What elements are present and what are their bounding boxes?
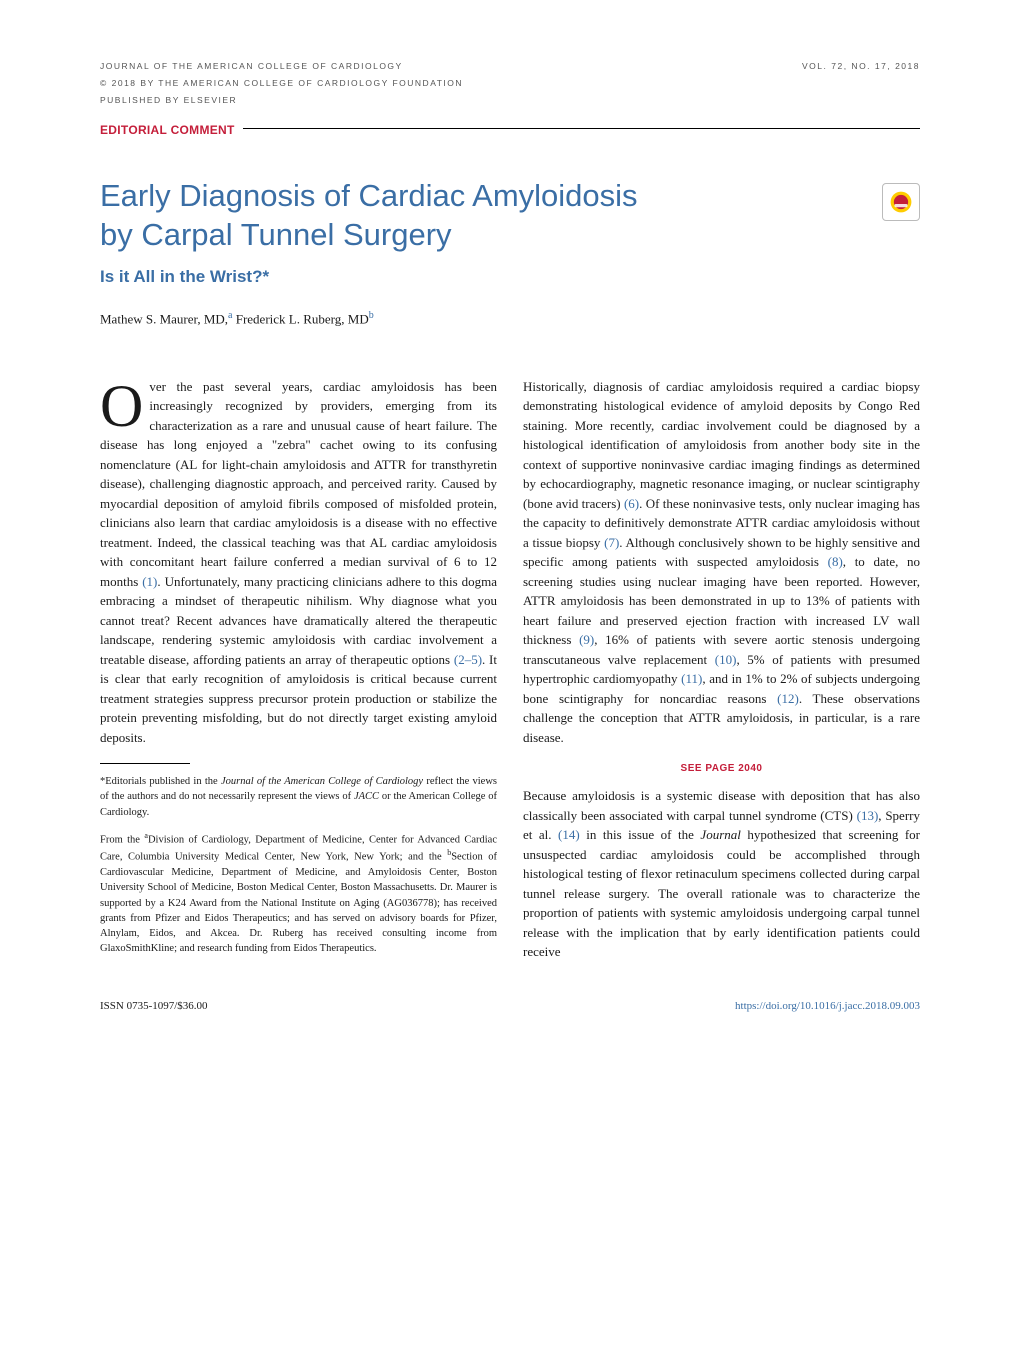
journal-name: JOURNAL OF THE AMERICAN COLLEGE OF CARDI…	[100, 60, 403, 73]
body-para-1: Over the past several years, cardiac amy…	[100, 377, 497, 748]
author-list: Mathew S. Maurer, MD,a Frederick L. Rube…	[100, 308, 638, 329]
crossmark-icon[interactable]	[882, 183, 920, 221]
footnote-editorial: *Editorials published in the Journal of …	[100, 774, 497, 820]
article-title: Early Diagnosis of Cardiac Amyloidosis b…	[100, 177, 638, 255]
section-label: EDITORIAL COMMENT	[100, 121, 243, 139]
body-para-2: Historically, diagnosis of cardiac amylo…	[523, 377, 920, 748]
title-line-1: Early Diagnosis of Cardiac Amyloidosis	[100, 178, 638, 213]
page-footer: ISSN 0735-1097/$36.00 https://doi.org/10…	[100, 998, 920, 1015]
title-line-2: by Carpal Tunnel Surgery	[100, 217, 452, 252]
see-page-callout: SEE PAGE 2040	[523, 761, 920, 776]
article-subtitle: Is it All in the Wrist?*	[100, 264, 638, 290]
publisher-line: PUBLISHED BY ELSEVIER	[100, 94, 920, 107]
volume-issue: VOL. 72, NO. 17, 2018	[802, 60, 920, 73]
title-block: Early Diagnosis of Cardiac Amyloidosis b…	[100, 177, 920, 329]
doi-link[interactable]: https://doi.org/10.1016/j.jacc.2018.09.0…	[735, 998, 920, 1015]
footnote-affiliations: From the aDivision of Cardiology, Depart…	[100, 830, 497, 957]
copyright-line: © 2018 BY THE AMERICAN COLLEGE OF CARDIO…	[100, 77, 920, 90]
issn-text: ISSN 0735-1097/$36.00	[100, 998, 208, 1015]
header-meta-row: JOURNAL OF THE AMERICAN COLLEGE OF CARDI…	[100, 60, 920, 73]
article-body: Over the past several years, cardiac amy…	[100, 377, 920, 964]
footnote-rule	[100, 763, 190, 764]
body-para-3: Because amyloidosis is a systemic diseas…	[523, 786, 920, 962]
title-text: Early Diagnosis of Cardiac Amyloidosis b…	[100, 177, 638, 329]
